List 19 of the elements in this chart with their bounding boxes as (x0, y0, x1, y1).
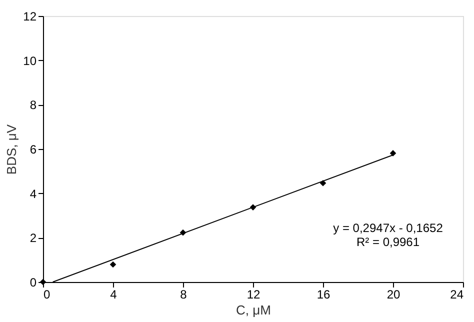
x-tick-label: 12 (246, 288, 260, 302)
x-tick-label: 0 (44, 288, 50, 302)
point (110, 261, 116, 268)
x-tick-label: 24 (450, 288, 464, 302)
x-tick-label: 16 (316, 288, 330, 302)
annotation: R² = 0,9961 (356, 235, 420, 249)
y-tick-label: 12 (23, 10, 37, 24)
x-axis-title: C, μM (236, 302, 271, 318)
x-tick-label: 4 (110, 288, 118, 302)
y-tick-label: 10 (23, 54, 37, 68)
y-tick-label: 2 (30, 231, 37, 246)
y-tick-label: 6 (30, 142, 37, 156)
y-axis-title: BDS, μV (4, 124, 20, 175)
y-tick-label: 8 (30, 98, 37, 112)
annotation: y = 0,2947x - 0,1652 (333, 221, 444, 235)
y-tick-label: 0 (30, 276, 37, 290)
x-tick-label: 8 (180, 288, 188, 302)
x-tick-label: 20 (386, 288, 400, 302)
y-tick-label: 4 (30, 186, 37, 201)
